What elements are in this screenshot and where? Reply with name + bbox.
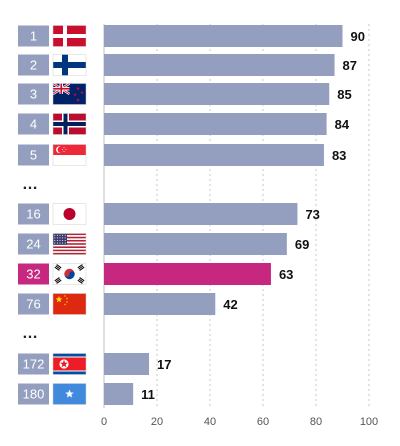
- rank-box: [18, 113, 49, 135]
- value-label: 90: [351, 29, 365, 44]
- bar: [104, 293, 216, 315]
- new-zealand-flag-icon: [52, 82, 87, 105]
- chart-row: 1 90: [18, 25, 365, 47]
- row-separator-ellipsis: …: [22, 176, 38, 193]
- chart-row: 24 69: [18, 233, 309, 255]
- value-label: 69: [295, 237, 309, 252]
- chart-row: 3 85: [18, 82, 352, 105]
- rank-box: [18, 233, 49, 255]
- rank-label: 76: [26, 297, 40, 312]
- value-label: 42: [223, 297, 237, 312]
- x-tick-label: 60: [257, 416, 269, 428]
- value-label: 84: [335, 117, 350, 132]
- denmark-flag-icon: [52, 25, 87, 47]
- rank-box: [18, 203, 49, 225]
- value-label: 87: [343, 58, 357, 73]
- chart-row: 32 63: [18, 263, 293, 285]
- chart-row: 4 84: [18, 113, 350, 135]
- bar: [104, 144, 324, 166]
- rank-label: 4: [30, 117, 37, 132]
- china-flag-icon: [52, 293, 87, 315]
- rank-box: [18, 353, 49, 375]
- rank-box: [18, 54, 49, 76]
- chart-row: 76 42: [18, 293, 238, 315]
- rank-label: 172: [23, 357, 45, 372]
- value-label: 83: [332, 148, 346, 163]
- x-tick-label: 100: [360, 416, 378, 428]
- rank-box: [18, 83, 49, 105]
- rank-label: 3: [30, 87, 37, 102]
- japan-flag-icon: [52, 203, 87, 225]
- bar: [104, 203, 298, 225]
- x-tick-label: 40: [204, 416, 216, 428]
- rank-label: 24: [26, 237, 40, 252]
- value-label: 63: [279, 267, 293, 282]
- chart-row: 172 17: [18, 353, 172, 375]
- north-korea-flag-icon: [52, 353, 87, 375]
- rank-box: [18, 293, 49, 315]
- row-separator-ellipsis: …: [22, 325, 38, 342]
- chart-row: 180 11: [18, 383, 155, 405]
- value-label: 85: [337, 87, 351, 102]
- rank-label: 16: [26, 207, 40, 222]
- bar: [104, 263, 271, 285]
- x-tick-label: 20: [151, 416, 163, 428]
- x-axis-ticks: 0 20 40 60 80 100: [101, 416, 378, 428]
- bar: [104, 233, 287, 255]
- rank-label: 180: [23, 387, 45, 402]
- bar: [104, 353, 150, 375]
- rank-box: [18, 383, 49, 405]
- rank-label: 1: [30, 29, 37, 44]
- south-korea-flag-icon: [52, 263, 87, 285]
- bar: [104, 25, 343, 47]
- x-tick-label: 80: [310, 416, 322, 428]
- norway-flag-icon: [52, 113, 87, 135]
- rank-box: [18, 263, 49, 285]
- singapore-flag-icon: [52, 144, 87, 166]
- bar: [104, 113, 327, 135]
- chart-row: 5 83: [18, 144, 346, 166]
- somalia-flag-icon: [52, 383, 87, 405]
- rank-label: 5: [30, 148, 37, 163]
- chart-row: 2 87: [18, 54, 357, 76]
- x-tick-label: 0: [101, 416, 107, 428]
- bar: [104, 83, 330, 105]
- value-label: 11: [141, 387, 155, 402]
- rank-label: 32: [26, 267, 40, 282]
- bar: [104, 383, 134, 405]
- united-states-flag-icon: [52, 233, 87, 255]
- rank-box: [18, 25, 49, 47]
- chart-row: 16 73: [18, 203, 320, 225]
- rank-label: 2: [30, 58, 37, 73]
- value-label: 17: [157, 357, 171, 372]
- rank-box: [18, 144, 49, 166]
- bar: [104, 54, 335, 76]
- value-label: 73: [305, 207, 319, 222]
- finland-flag-icon: [52, 54, 87, 76]
